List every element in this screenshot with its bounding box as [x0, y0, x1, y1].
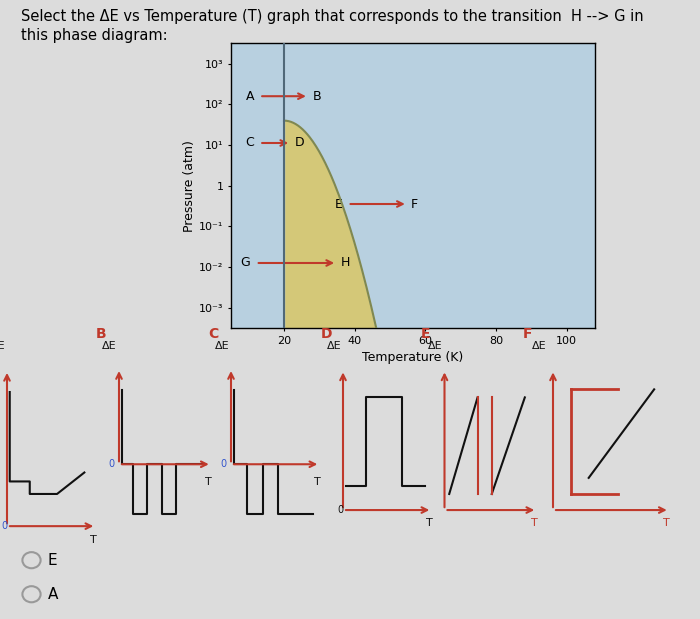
Text: F: F	[524, 327, 533, 341]
Text: ΔE: ΔE	[428, 341, 442, 351]
Text: ΔE: ΔE	[102, 341, 117, 351]
Text: A: A	[48, 587, 58, 602]
Text: F: F	[411, 197, 419, 210]
Text: ΔE: ΔE	[0, 341, 5, 351]
Text: ΔE: ΔE	[327, 341, 341, 351]
Text: T: T	[205, 477, 212, 487]
Text: T: T	[426, 518, 433, 528]
Polygon shape	[284, 121, 595, 619]
Text: T: T	[663, 518, 669, 528]
Text: Select the ΔE vs Temperature (T) graph that corresponds to the transition  H -->: Select the ΔE vs Temperature (T) graph t…	[21, 9, 643, 24]
Text: H: H	[341, 256, 350, 269]
Text: 0: 0	[108, 459, 114, 469]
Polygon shape	[231, 43, 284, 328]
Text: ΔE: ΔE	[531, 341, 546, 351]
Text: A: A	[246, 90, 254, 103]
Text: ΔE: ΔE	[215, 341, 229, 351]
Text: this phase diagram:: this phase diagram:	[21, 28, 167, 43]
Text: E: E	[48, 553, 57, 568]
Text: T: T	[531, 518, 538, 528]
Text: 0: 0	[1, 521, 7, 531]
Text: D: D	[321, 327, 332, 341]
Text: G: G	[241, 256, 251, 269]
Text: 0: 0	[220, 459, 227, 469]
Text: C: C	[209, 327, 218, 341]
Text: E: E	[421, 327, 430, 341]
Text: T: T	[90, 535, 97, 545]
Polygon shape	[284, 43, 595, 619]
Text: E: E	[335, 197, 342, 210]
Text: C: C	[245, 136, 254, 150]
Text: 0: 0	[337, 505, 343, 515]
Y-axis label: Pressure (atm): Pressure (atm)	[183, 140, 196, 232]
Text: B: B	[95, 327, 106, 341]
Text: T: T	[314, 477, 321, 487]
X-axis label: Temperature (K): Temperature (K)	[363, 351, 463, 364]
Text: B: B	[312, 90, 321, 103]
Text: D: D	[295, 136, 304, 150]
